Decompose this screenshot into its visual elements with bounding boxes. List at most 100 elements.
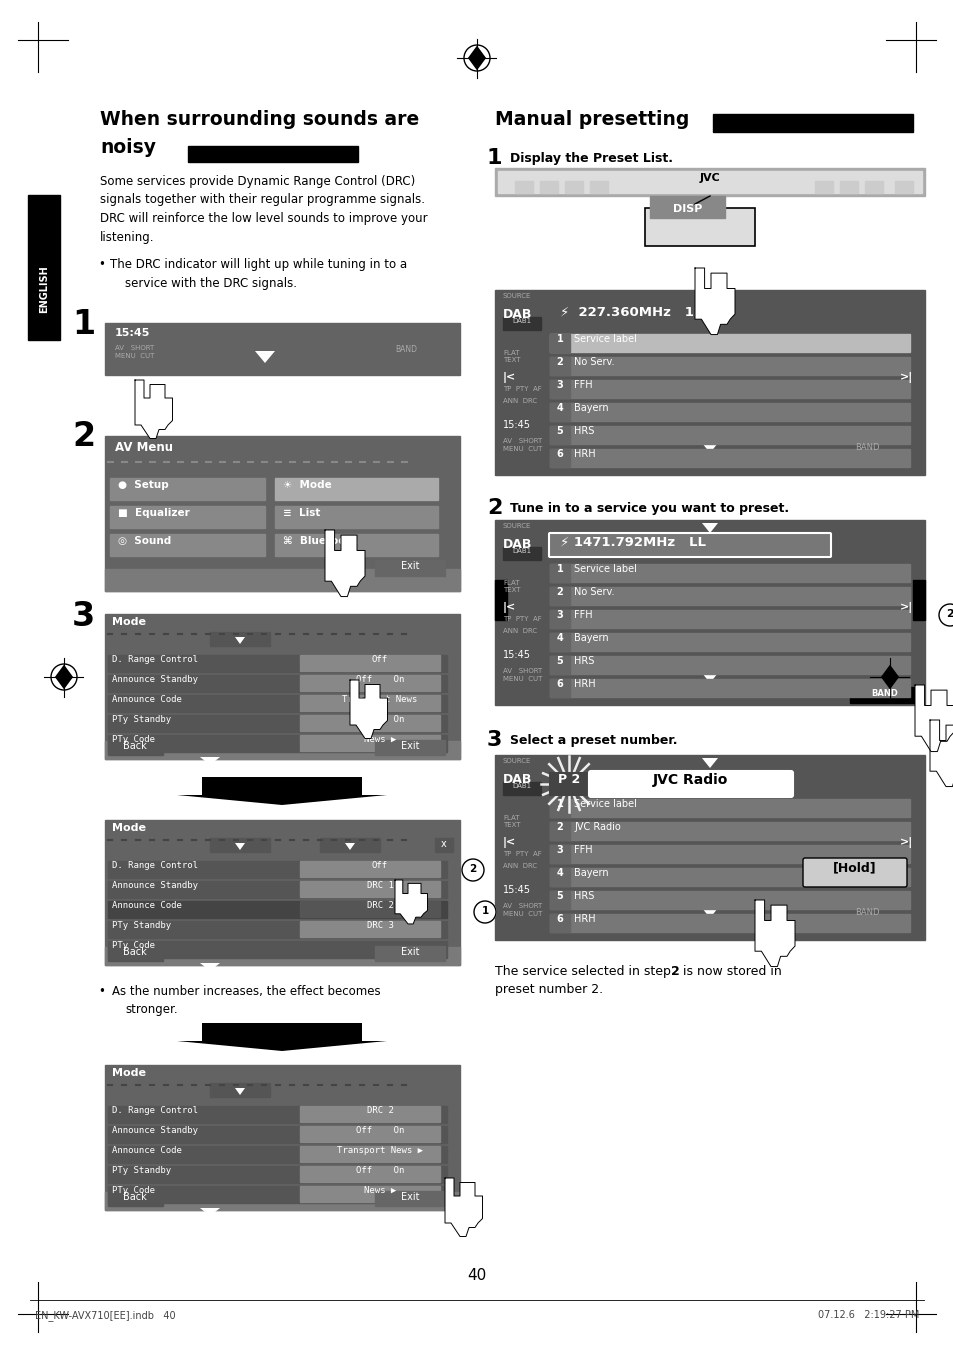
Text: |<: |< xyxy=(502,603,516,613)
Bar xyxy=(550,450,569,467)
FancyBboxPatch shape xyxy=(548,533,830,556)
Polygon shape xyxy=(325,529,365,597)
Text: •: • xyxy=(98,984,105,998)
Bar xyxy=(299,921,439,937)
Text: [Hold]: [Hold] xyxy=(832,861,876,873)
Polygon shape xyxy=(467,46,486,70)
Text: Off: Off xyxy=(372,655,388,663)
Polygon shape xyxy=(200,757,220,765)
Text: ☀  Mode: ☀ Mode xyxy=(283,481,332,490)
Text: AV   SHORT: AV SHORT xyxy=(502,903,541,909)
Bar xyxy=(105,324,459,375)
Text: Exit: Exit xyxy=(400,741,418,751)
Polygon shape xyxy=(254,351,274,363)
Text: 3: 3 xyxy=(486,730,502,750)
Text: 4: 4 xyxy=(556,403,563,413)
Text: ◎  Sound: ◎ Sound xyxy=(118,536,172,546)
Text: SOURCE: SOURCE xyxy=(502,523,531,529)
Bar xyxy=(108,900,447,918)
Text: BAND: BAND xyxy=(854,909,879,917)
Bar xyxy=(435,838,453,852)
Bar xyxy=(502,317,540,330)
Polygon shape xyxy=(200,1208,220,1216)
Text: •: • xyxy=(98,259,105,271)
Text: DISP: DISP xyxy=(673,204,702,214)
Polygon shape xyxy=(177,1024,387,1051)
Text: MENU  CUT: MENU CUT xyxy=(502,676,542,682)
Text: 5: 5 xyxy=(556,427,563,436)
Bar xyxy=(105,613,459,760)
Text: 2: 2 xyxy=(945,609,953,619)
Bar xyxy=(274,506,437,528)
Text: BAND: BAND xyxy=(395,345,416,353)
Text: When surrounding sounds are: When surrounding sounds are xyxy=(100,110,418,129)
Polygon shape xyxy=(135,380,172,439)
Text: BAND: BAND xyxy=(871,689,898,699)
Text: The DRC indicator will light up while tuning in to a
    service with the DRC si: The DRC indicator will light up while tu… xyxy=(110,259,407,290)
Bar xyxy=(502,783,540,795)
Bar xyxy=(299,861,439,877)
Text: JVC: JVC xyxy=(699,173,720,183)
Text: HRH: HRH xyxy=(574,914,595,923)
Text: P 2: P 2 xyxy=(558,773,579,787)
Text: ≡  List: ≡ List xyxy=(283,508,320,519)
Bar xyxy=(550,334,569,352)
Text: PTy Code: PTy Code xyxy=(112,941,154,951)
Bar xyxy=(110,478,265,500)
Text: 6: 6 xyxy=(556,914,563,923)
Bar xyxy=(105,569,459,590)
Text: Bayern: Bayern xyxy=(574,868,608,877)
Text: 07.12.6   2:19:27 PM: 07.12.6 2:19:27 PM xyxy=(817,1311,918,1320)
Bar xyxy=(108,941,447,959)
Bar xyxy=(108,1192,163,1206)
Bar xyxy=(108,1186,447,1202)
Text: 5: 5 xyxy=(556,891,563,900)
Text: Announce Code: Announce Code xyxy=(112,695,182,704)
Text: Select a preset number.: Select a preset number. xyxy=(510,734,677,747)
Polygon shape xyxy=(695,268,734,334)
Bar xyxy=(210,838,270,852)
Text: JVC Radio: JVC Radio xyxy=(653,773,728,787)
Text: 1: 1 xyxy=(556,334,563,344)
Text: EN_KW-AVX710[EE].indb   40: EN_KW-AVX710[EE].indb 40 xyxy=(35,1311,175,1322)
Bar xyxy=(550,450,909,467)
Text: stronger.: stronger. xyxy=(125,1003,177,1016)
Polygon shape xyxy=(701,443,718,454)
Polygon shape xyxy=(701,292,718,303)
Bar xyxy=(495,520,924,705)
Text: 6: 6 xyxy=(556,678,563,689)
Text: As the number increases, the effect becomes: As the number increases, the effect beco… xyxy=(112,984,380,998)
Circle shape xyxy=(461,858,483,881)
Bar xyxy=(299,715,439,731)
Text: AV   SHORT: AV SHORT xyxy=(502,437,541,444)
Text: D. Range Control: D. Range Control xyxy=(112,655,198,663)
Bar xyxy=(550,357,909,375)
Polygon shape xyxy=(234,1089,245,1095)
Text: FFH: FFH xyxy=(574,611,592,620)
Bar xyxy=(912,580,924,620)
Bar xyxy=(108,655,447,672)
Text: Announce Code: Announce Code xyxy=(112,1145,182,1155)
Text: Service label: Service label xyxy=(574,565,637,574)
Text: FFH: FFH xyxy=(574,845,592,854)
Text: 1: 1 xyxy=(486,148,502,168)
Bar xyxy=(108,881,447,898)
Bar xyxy=(550,868,569,886)
Text: 2: 2 xyxy=(670,965,679,978)
Bar xyxy=(375,1192,444,1206)
Bar xyxy=(210,632,270,646)
Polygon shape xyxy=(200,963,220,971)
Text: DAB: DAB xyxy=(502,538,532,551)
Text: DAB: DAB xyxy=(502,307,532,321)
Bar xyxy=(550,845,909,862)
Text: D. Range Control: D. Range Control xyxy=(112,861,198,871)
Bar xyxy=(299,881,439,896)
Text: No Serv.: No Serv. xyxy=(574,588,614,597)
Text: Off: Off xyxy=(372,861,388,871)
Text: Exit: Exit xyxy=(400,946,418,957)
Text: DAB1: DAB1 xyxy=(512,548,531,554)
Text: Announce Standby: Announce Standby xyxy=(112,676,198,684)
Bar xyxy=(550,565,909,582)
Text: >|: >| xyxy=(899,603,912,613)
Bar xyxy=(550,588,909,605)
